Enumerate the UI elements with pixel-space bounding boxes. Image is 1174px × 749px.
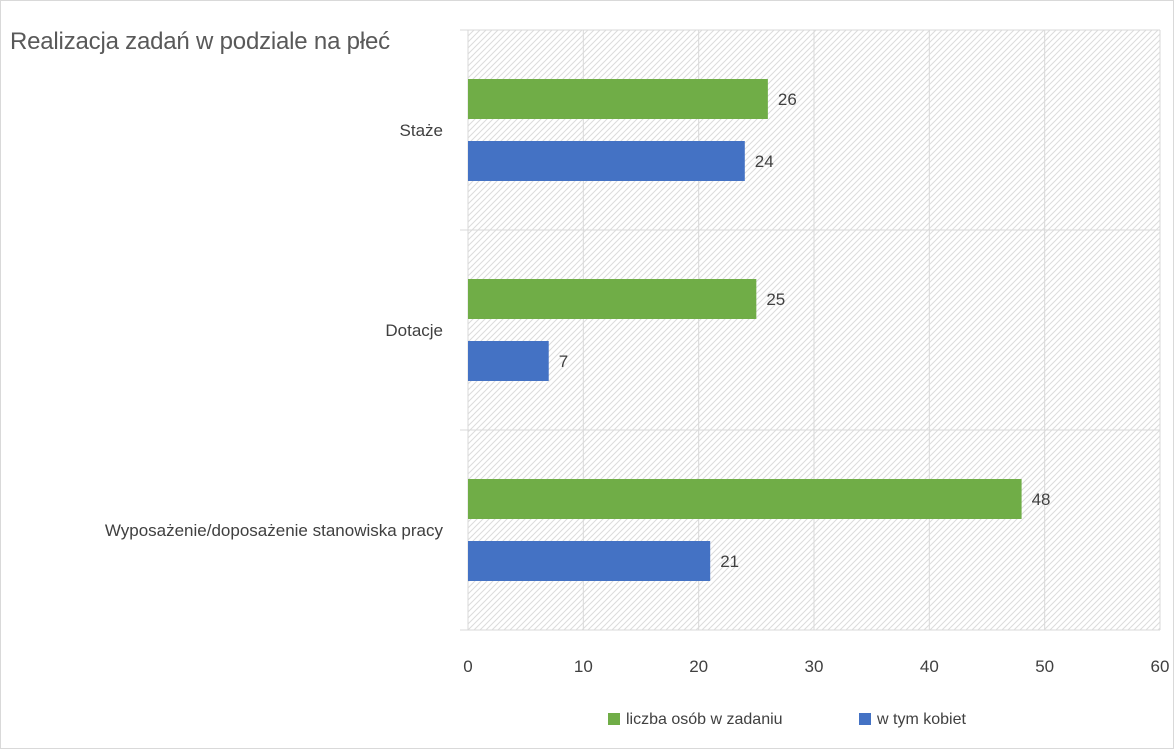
bar-total-0 (468, 79, 768, 119)
data-label: 48 (1032, 490, 1051, 509)
x-tick-label: 30 (805, 657, 824, 676)
bar-total-2 (468, 479, 1022, 519)
legend-label: liczba osób w zadaniu (626, 711, 783, 728)
data-labels: 26 24 25 7 48 21 (559, 90, 1051, 571)
x-tick-labels: 0 10 20 30 40 50 60 (463, 657, 1169, 676)
bar-total-1 (468, 279, 757, 319)
x-tick-label: 20 (689, 657, 708, 676)
x-tick-label: 50 (1035, 657, 1054, 676)
bar-women-0 (468, 141, 745, 181)
bars (468, 79, 1022, 581)
x-tick-label: 10 (574, 657, 593, 676)
data-label: 24 (755, 152, 774, 171)
gridlines (460, 29, 1161, 631)
x-tick-label: 0 (463, 657, 472, 676)
category-labels: Staże Dotacje Wyposażenie/doposażenie stan… (105, 121, 444, 540)
category-label: Staże (400, 121, 443, 140)
bar-women-1 (468, 341, 549, 381)
category-label: Wyposażenie/doposażenie stanowiska pracy (105, 521, 444, 540)
x-tick-label: 40 (920, 657, 939, 676)
x-tick-label: 60 (1151, 657, 1170, 676)
data-label: 7 (559, 352, 568, 371)
category-label: Dotacje (385, 321, 443, 340)
data-label: 21 (720, 552, 739, 571)
legend-label: w tym kobiet (876, 711, 966, 728)
data-label: 26 (778, 90, 797, 109)
legend: liczba osób w zadaniu w tym kobiet (608, 711, 966, 728)
legend-swatch-women (859, 713, 871, 725)
chart-title: Realizacja zadań w podziale na płeć (10, 28, 390, 55)
bar-women-2 (468, 541, 711, 581)
data-label: 25 (766, 290, 785, 309)
legend-swatch-total (608, 713, 620, 725)
